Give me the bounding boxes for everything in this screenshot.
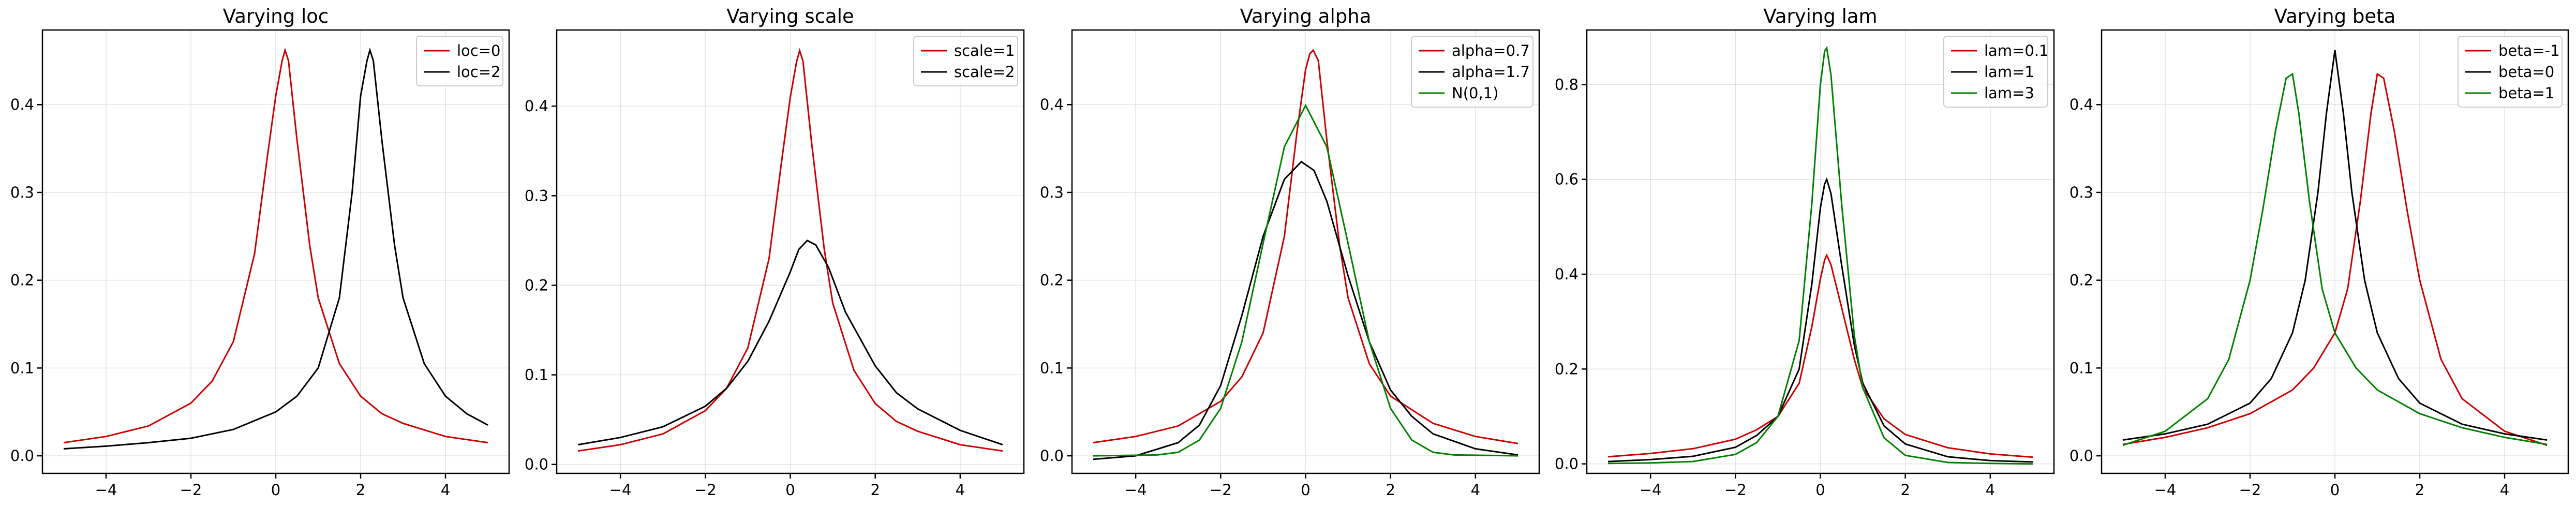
series-line-1 [1607,253,2033,458]
series-line-2 [63,47,488,450]
legend: alpha=0.7 alpha=1.7 N(0,1) [1411,36,1533,108]
series-line-3 [1607,46,2033,465]
x-tick-label: 4 [2500,481,2509,499]
subplot-title: Varying scale [726,5,854,27]
series-line-3 [1093,103,1518,457]
y-tick-label: 0.1 [2069,359,2093,377]
x-tick-label: 0 [785,481,795,499]
legend-label: N(0,1) [1452,84,1498,102]
legend-frame [416,36,503,86]
x-tick-label: 2 [1386,481,1395,499]
x-tick-label: −4 [1640,481,1662,499]
legend-label: alpha=1.7 [1452,63,1530,81]
subplot-5: −4 −2 0 2 4 0.0 0.1 0.2 0.3 0.4 Varying beta beta=-… [2069,5,2569,499]
x-tick-label: 4 [1986,481,1995,499]
x-tick-label: −2 [1724,481,1747,499]
y-tick-label: 0.4 [1040,96,1064,113]
legend-frame [1411,36,1533,108]
y-tick-label: 0.4 [10,96,34,113]
y-tick-label: 0.0 [1040,447,1064,465]
y-tick-label: 0.3 [10,184,34,201]
x-tick-label: 2 [1900,481,1910,499]
y-tick-label: 0.0 [10,447,34,465]
x-tick-label: 2 [870,481,880,499]
y-tick-label: 0.3 [1040,184,1064,201]
subplot-title: Varying alpha [1240,5,1372,27]
legend-label: beta=-1 [2498,42,2560,59]
y-tick-label: 0.4 [1555,265,1579,283]
legend: lam=0.1 lam=1 lam=3 [1943,36,2049,108]
y-tick-label: 0.2 [2069,272,2093,289]
subplot-4: −4 −2 0 2 4 0.0 0.2 0.4 0.6 0.8 Varying lam lam=0.1… [1555,5,2055,499]
y-tick-label: 0.0 [1555,455,1579,473]
x-tick-label: −4 [95,481,117,499]
legend: loc=0 loc=2 [416,36,503,86]
legend-label: loc=0 [457,42,501,59]
series-line-2 [577,240,1003,446]
y-tick-label: 0.0 [2069,447,2093,465]
subplot-title: Varying lam [1763,5,1877,27]
x-tick-label: −2 [1210,481,1232,499]
legend-label: lam=3 [1984,84,2034,102]
subplot-title: Varying loc [223,5,329,27]
x-tick-label: −2 [2239,481,2261,499]
y-tick-label: 0.4 [525,97,548,115]
x-tick-label: 4 [441,481,450,499]
y-tick-label: 0.1 [525,366,548,384]
x-tick-label: 0 [271,481,280,499]
subplot-3: −4 −2 0 2 4 0.0 0.1 0.2 0.3 0.4 Varying alpha alpha… [1040,5,1540,499]
y-tick-label: 0.2 [1555,360,1579,378]
legend-label: scale=1 [954,42,1015,59]
x-tick-label: 0 [2330,481,2340,499]
y-tick-label: 0.3 [2069,184,2093,201]
x-tick-label: −2 [694,481,717,499]
legend-label: beta=0 [2498,63,2554,81]
series-line-2 [1607,177,2033,463]
legend-label: scale=2 [954,63,1015,81]
series-line-1 [577,48,1003,452]
legend-label: loc=2 [457,63,501,81]
y-tick-label: 0.3 [525,187,548,204]
legend-label: lam=0.1 [1984,42,2049,59]
y-tick-label: 0.2 [1040,272,1064,289]
y-tick-label: 0.2 [10,272,34,289]
x-tick-label: 4 [1471,481,1480,499]
x-tick-label: −4 [1125,481,1147,499]
series-line-1 [63,47,488,444]
legend-frame [2458,36,2563,108]
subplot-2: −4 −2 0 2 4 0.0 0.1 0.2 0.3 0.4 Varying scale scale… [525,5,1025,499]
series-line-2 [1093,160,1518,460]
y-tick-label: 0.4 [2069,96,2093,113]
legend-label: lam=1 [1984,63,2034,81]
legend-frame [913,36,1018,86]
legend: scale=1 scale=2 [913,36,1018,86]
y-tick-label: 0.1 [1040,359,1064,377]
y-tick-label: 0.6 [1555,171,1579,188]
legend-label: alpha=0.7 [1452,42,1530,59]
x-tick-label: 2 [2415,481,2424,499]
legend-frame [1943,36,2048,108]
y-tick-label: 0.8 [1555,76,1579,93]
x-tick-label: 0 [1301,481,1310,499]
legend-label: beta=1 [2498,84,2554,102]
series-line-1 [2122,72,2548,446]
x-tick-label: 0 [1815,481,1825,499]
y-tick-label: 0.0 [525,456,548,473]
y-tick-label: 0.1 [10,359,34,377]
y-tick-label: 0.2 [525,276,548,294]
subplot-title: Varying beta [2274,5,2396,27]
x-tick-label: −4 [609,481,632,499]
x-tick-label: 4 [956,481,965,499]
series-line-3 [2122,72,2548,446]
series-line-2 [2122,50,2548,441]
legend: beta=-1 beta=0 beta=1 [2458,36,2563,108]
x-tick-label: −4 [2154,481,2177,499]
x-tick-label: −2 [180,481,202,499]
x-tick-label: 2 [356,481,365,499]
